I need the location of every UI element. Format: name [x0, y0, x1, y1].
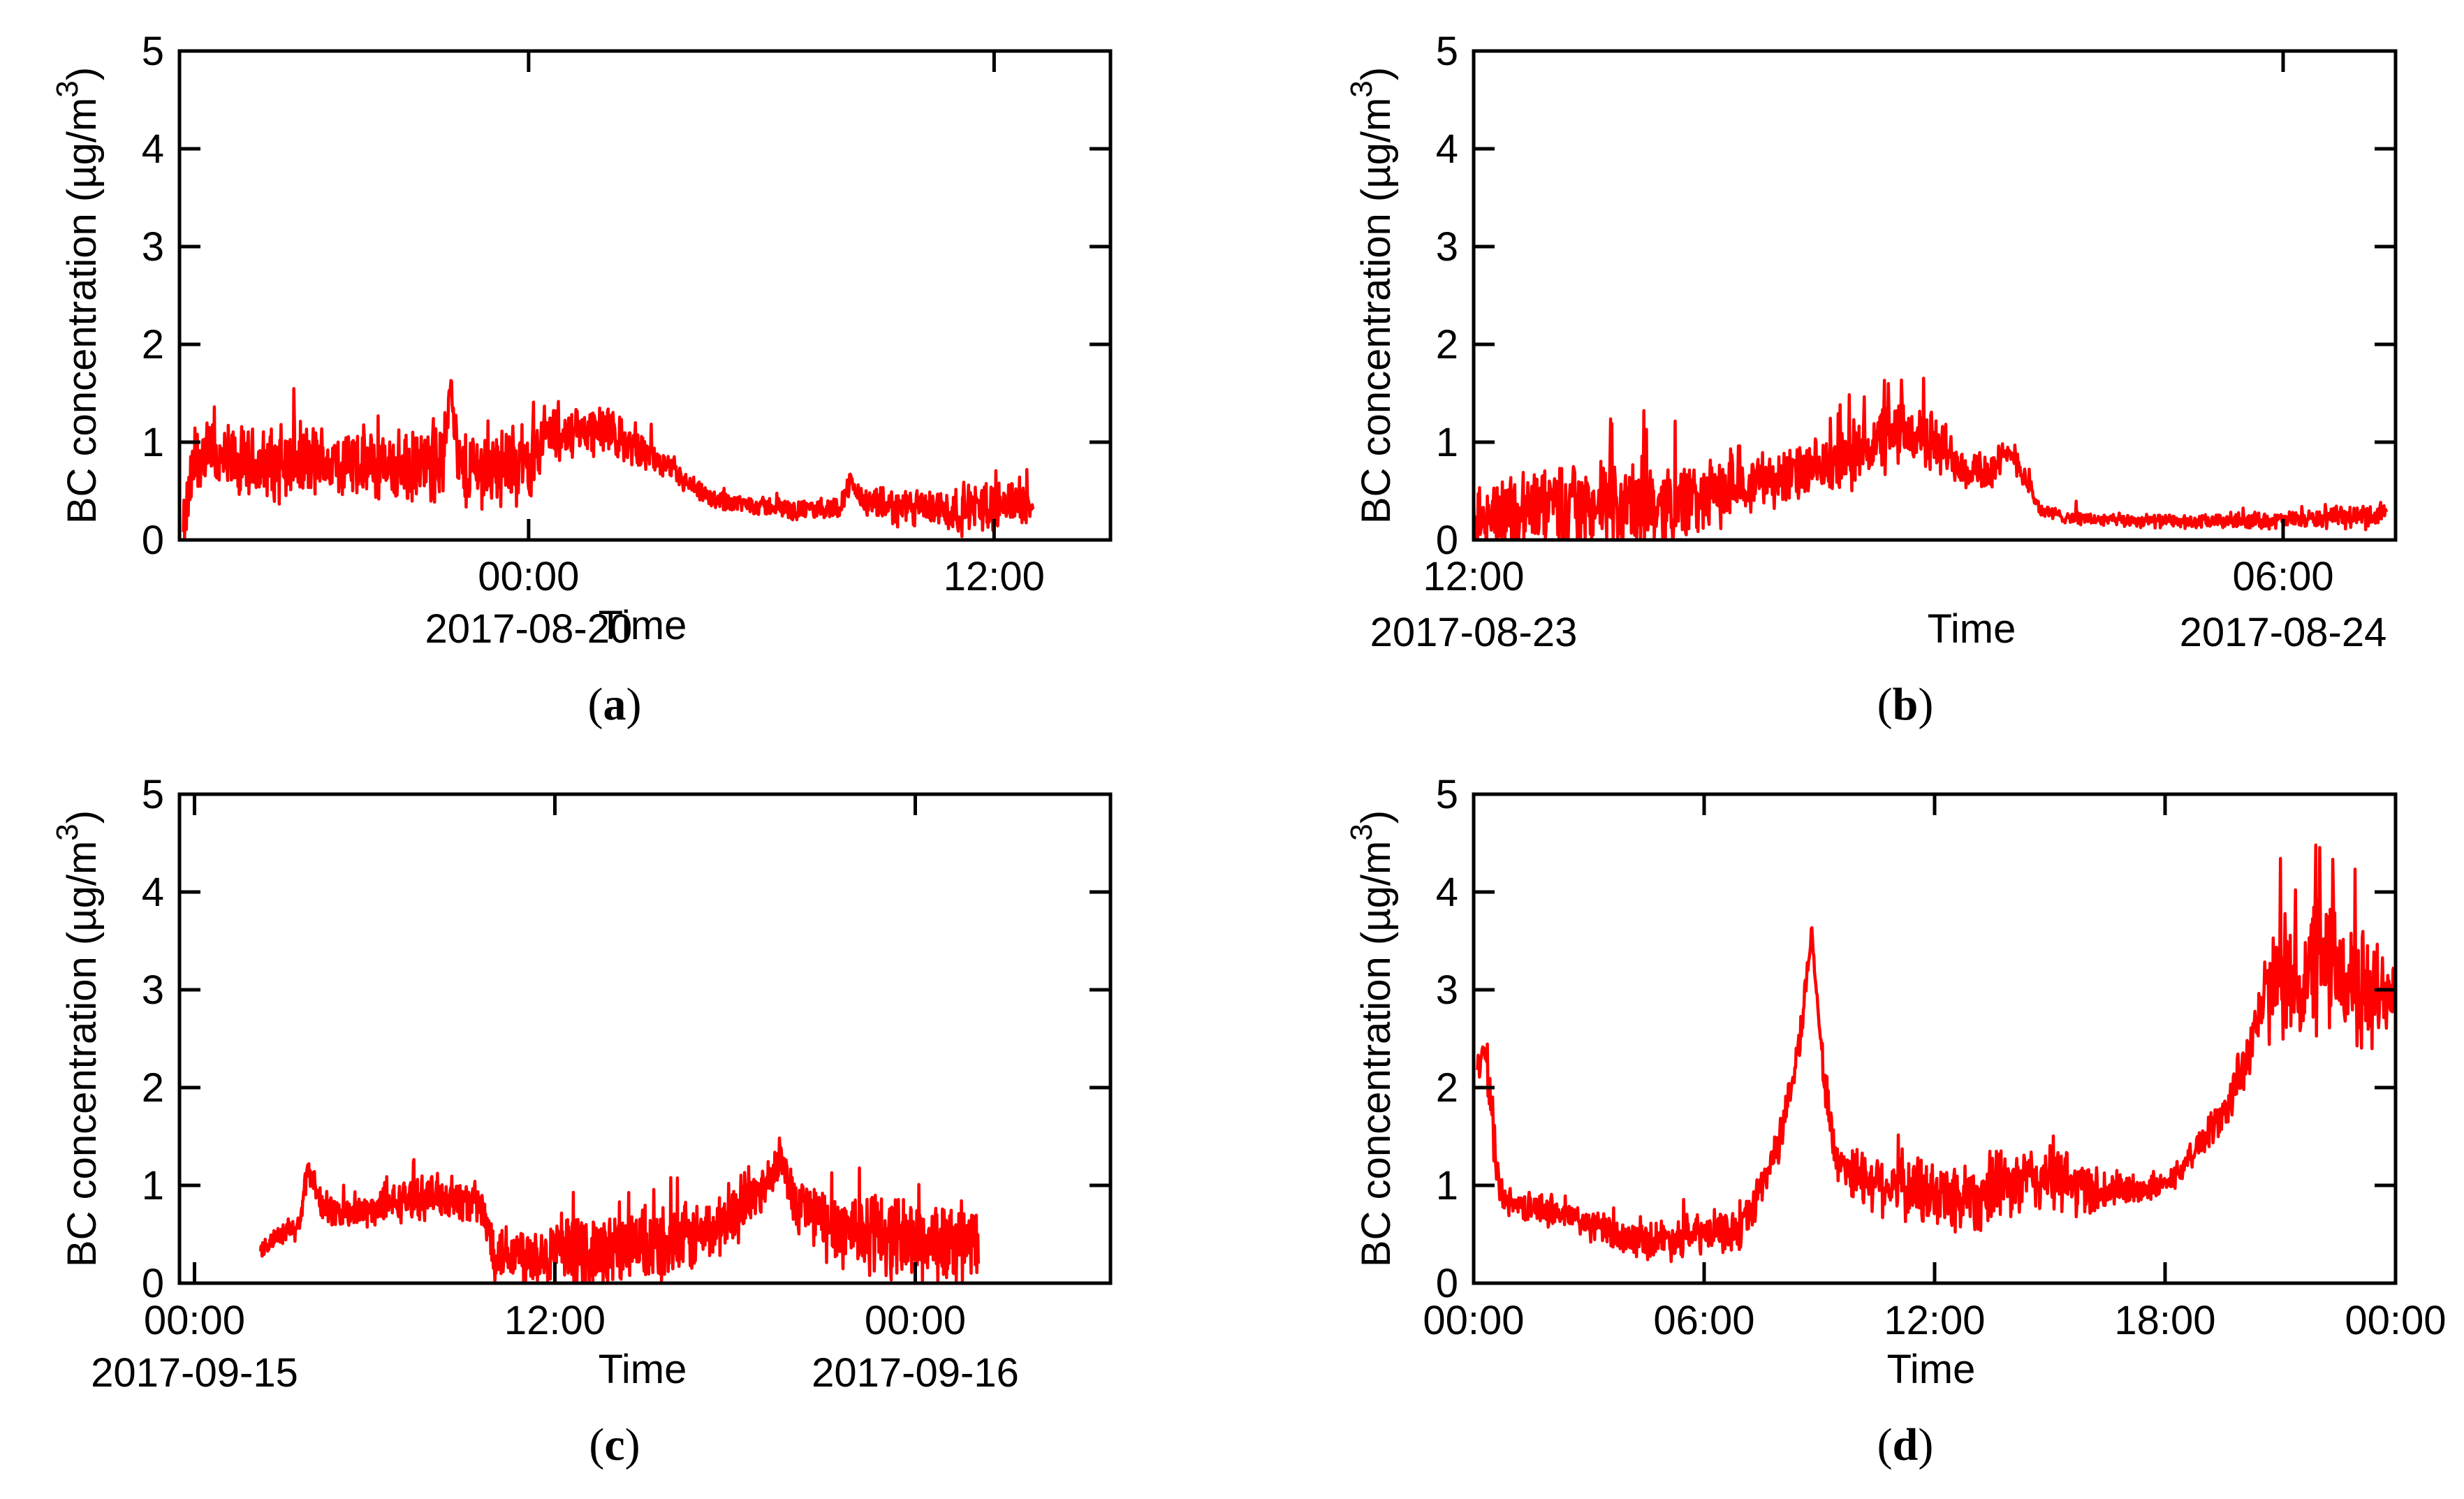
y-axis-title-sup: 3: [1344, 80, 1379, 97]
x-tick-label: 12:00: [504, 1298, 606, 1343]
y-tick-label: 0: [1436, 518, 1458, 563]
y-axis-title-text: BC concentration (µg/m: [1354, 841, 1399, 1267]
x-axis-title: Time: [1887, 1347, 1976, 1392]
plot-frame: [1472, 49, 2398, 542]
date-label: 2017-08-20: [425, 606, 633, 652]
y-axis-title: BC concentration (µg/m3): [50, 810, 105, 1267]
x-axis-title: Time: [599, 1347, 687, 1392]
y-axis-title-close: ): [59, 810, 105, 824]
panel-caption: (b): [1877, 679, 1934, 730]
x-axis-title: Time: [599, 603, 687, 648]
panel-d: 0 1 2 3 4 5 00:00 06:00 12:00 18:00 00:00 Time BC co…: [1344, 772, 2447, 1470]
y-tick-label: 3: [1436, 224, 1458, 270]
x-tick-label: 00:00: [865, 1298, 966, 1343]
y-axis-title-sup: 3: [50, 824, 85, 840]
date-label: 2017-09-16: [812, 1350, 1019, 1396]
panel-caption: (a): [588, 679, 642, 730]
y-axis-title-sup: 3: [50, 80, 85, 97]
y-axis-title: BC concentration (µg/m3): [50, 67, 105, 524]
y-tick-label: 4: [1436, 870, 1458, 915]
y-axis-title: BC concentration (µg/m3): [1344, 67, 1399, 524]
panel-caption-letter: d: [1893, 1419, 1919, 1470]
series-line-bc: [1474, 376, 2389, 540]
x-tick-label: 06:00: [1653, 1298, 1754, 1343]
y-tick-label: 5: [142, 772, 164, 817]
panel-caption-letter: b: [1893, 679, 1919, 730]
x-tick-label: 00:00: [1423, 1298, 1524, 1343]
y-axis-title-close: ): [59, 67, 105, 80]
y-tick-label: 1: [142, 1163, 164, 1208]
series-line-bc: [182, 379, 1035, 540]
panel-caption: (d): [1877, 1419, 1934, 1470]
x-tick-label: 06:00: [2232, 554, 2333, 599]
y-axis-title-close: ): [1354, 67, 1399, 80]
panel-caption: (c): [589, 1419, 640, 1470]
x-tick-label: 18:00: [2114, 1298, 2215, 1343]
x-tick-label: 12:00: [944, 554, 1045, 599]
y-axis-title-sup: 3: [1344, 824, 1379, 840]
y-tick-label: 1: [1436, 420, 1458, 465]
panel-b: 0 1 2 3 4 5 12:00 06:00 2017-08-23 2017-08-24 Time…: [1344, 29, 2398, 730]
y-axis-title-close: ): [1354, 810, 1399, 824]
plot-frame: [177, 792, 1113, 1285]
y-tick-label: 2: [1436, 1065, 1458, 1111]
x-tick-label: 12:00: [1423, 554, 1524, 599]
panel-caption-letter: a: [603, 679, 626, 730]
y-tick-label: 2: [142, 322, 164, 367]
y-tick-label: 0: [142, 518, 164, 563]
y-tick-label: 2: [142, 1065, 164, 1111]
y-tick-label: 4: [142, 126, 164, 172]
y-tick-label: 5: [1436, 772, 1458, 817]
y-tick-label: 3: [1436, 967, 1458, 1013]
panel-caption-letter: c: [604, 1419, 624, 1470]
y-tick-label: 4: [142, 870, 164, 915]
x-tick-label: 12:00: [1884, 1298, 1985, 1343]
date-label: 2017-08-24: [2180, 610, 2387, 655]
y-tick-label: 0: [1436, 1261, 1458, 1306]
y-tick-label: 1: [1436, 1163, 1458, 1208]
x-tick-label: 00:00: [2345, 1298, 2446, 1343]
panel-c: 0 1 2 3 4 5 00:00 12:00 00:00 2017-09-15 2017-09-1…: [50, 772, 1113, 1470]
y-tick-label: 2: [1436, 322, 1458, 367]
y-tick-label: 0: [142, 1261, 164, 1306]
y-tick-label: 5: [1436, 29, 1458, 74]
date-label: 2017-08-23: [1370, 610, 1578, 655]
x-tick-label: 00:00: [144, 1298, 245, 1343]
y-tick-label: 4: [1436, 126, 1458, 172]
x-axis-title: Time: [1928, 606, 2016, 652]
date-label: 2017-09-15: [91, 1350, 298, 1396]
y-axis-title: BC concentration (µg/m3): [1344, 810, 1399, 1267]
series-line-bc: [1476, 843, 2396, 1264]
y-axis-title-text: BC concentration (µg/m: [1354, 98, 1399, 524]
series-line-bc: [258, 1136, 981, 1283]
y-axis-title-text: BC concentration (µg/m: [59, 98, 105, 524]
y-axis-title-text: BC concentration (µg/m: [59, 841, 105, 1267]
y-tick-label: 5: [142, 29, 164, 74]
y-tick-label: 3: [142, 224, 164, 270]
y-tick-label: 1: [142, 420, 164, 465]
plot-frame: [177, 49, 1113, 542]
y-tick-label: 3: [142, 967, 164, 1013]
x-tick-label: 00:00: [478, 554, 579, 599]
